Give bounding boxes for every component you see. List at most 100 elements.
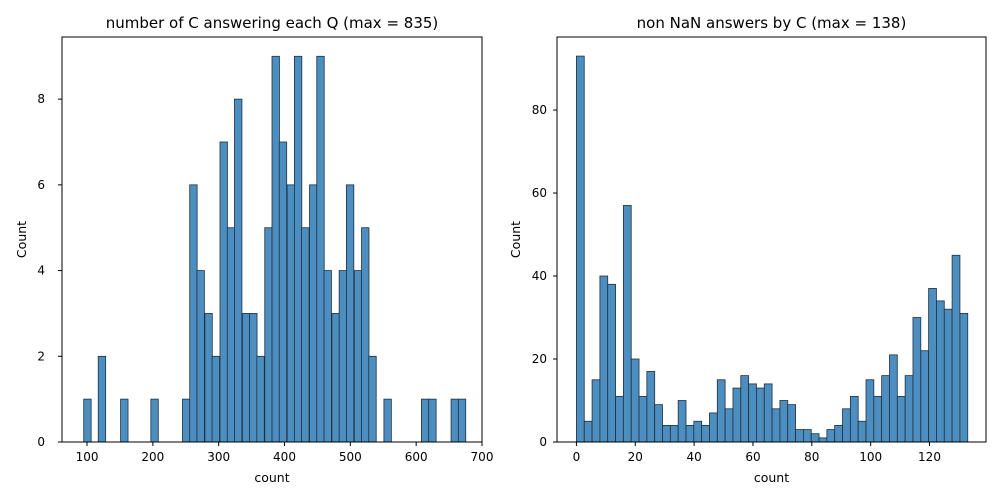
histogram-bar — [316, 55, 325, 443]
histogram-bar — [709, 412, 718, 443]
y-tick-label: 4 — [37, 264, 45, 278]
histogram-bar — [615, 395, 624, 443]
histogram-bar — [196, 270, 205, 443]
histogram-bar — [795, 429, 804, 443]
histogram-bar — [912, 317, 922, 443]
histogram-bar — [271, 55, 280, 443]
histogram-bar — [638, 395, 648, 443]
histogram-bar — [83, 398, 92, 443]
histogram-bar — [630, 358, 640, 443]
histogram-bar — [189, 184, 198, 443]
histogram-bar — [607, 283, 616, 443]
x-tick-label: 400 — [273, 450, 296, 464]
y-axis-label: Count — [508, 221, 523, 258]
histogram-bar — [421, 398, 430, 443]
histogram-bar — [591, 379, 601, 443]
histogram-bar — [951, 254, 961, 443]
x-tick-label: 100 — [859, 450, 882, 464]
histogram-bar — [293, 55, 303, 443]
histogram-bar — [97, 355, 107, 443]
histogram-bar — [834, 424, 843, 443]
y-tick-label: 6 — [37, 178, 45, 192]
x-tick-label: 80 — [804, 450, 819, 464]
histogram-bar — [779, 400, 789, 443]
y-axis-label: Count — [14, 221, 29, 258]
histogram-bar — [842, 408, 851, 443]
histogram-bar — [450, 398, 459, 443]
histogram-bar — [204, 313, 213, 443]
plot-frame — [556, 36, 987, 443]
histogram-bar — [622, 205, 632, 443]
x-tick-label: 600 — [405, 450, 428, 464]
histogram-bar — [693, 420, 703, 443]
y-tick-label: 0 — [37, 435, 45, 449]
histogram-bar — [361, 227, 370, 443]
histogram-bar — [763, 383, 773, 443]
histogram-bar — [943, 308, 953, 443]
histogram-bar — [701, 424, 710, 443]
histogram-bar — [936, 300, 945, 443]
histogram-bar — [182, 398, 191, 443]
histogram-bar — [211, 355, 220, 443]
histogram-bar — [457, 398, 467, 443]
histogram-bar — [896, 395, 906, 443]
left-chart: 100 200 300 400 500 600 700 0 2 4 6 8 number of C an… — [14, 14, 493, 485]
histogram-bar — [716, 379, 726, 443]
histogram-bar — [323, 270, 332, 443]
histogram-bar — [818, 437, 828, 443]
x-tick-label: 20 — [628, 450, 643, 464]
histogram-bar — [732, 387, 742, 443]
x-tick-label: 500 — [339, 450, 362, 464]
histogram-bar — [599, 275, 609, 443]
histogram-bar — [576, 55, 585, 443]
y-tick-label: 2 — [37, 349, 45, 363]
histogram-bar — [219, 141, 228, 443]
histogram-bar — [309, 184, 318, 443]
histogram-bar — [724, 408, 734, 443]
histogram-bar — [803, 429, 812, 443]
x-tick-label: 40 — [686, 450, 701, 464]
y-tick-label: 60 — [532, 186, 547, 200]
x-tick-label: 100 — [76, 450, 99, 464]
y-tick-label: 40 — [532, 269, 547, 283]
x-axis-label: count — [254, 470, 289, 485]
histogram-bar — [771, 408, 781, 443]
y-tick-label: 80 — [532, 103, 547, 117]
histogram-bar — [873, 395, 883, 443]
histogram-bar — [150, 398, 159, 443]
histogram-bar — [241, 313, 251, 443]
histogram-bar — [787, 404, 796, 443]
histogram-bar — [889, 354, 898, 443]
x-tick-label: 700 — [471, 450, 494, 464]
histogram-bar — [338, 270, 347, 443]
histogram-bar — [865, 379, 875, 443]
histogram-bar — [345, 184, 355, 443]
histogram-bar — [920, 350, 930, 443]
histogram-bar — [301, 227, 310, 443]
histogram-bar — [264, 227, 273, 443]
x-tick-label: 300 — [207, 450, 230, 464]
histogram-bar — [353, 270, 363, 443]
histogram-bar — [740, 375, 750, 443]
histogram-bar — [826, 429, 836, 443]
y-tick-label: 20 — [532, 352, 547, 366]
y-tick-label: 0 — [539, 435, 547, 449]
x-tick-label: 120 — [918, 450, 941, 464]
histogram-bar — [331, 313, 340, 443]
histogram-bar — [234, 98, 243, 443]
histogram-bar — [662, 424, 671, 443]
histogram-bar — [669, 424, 679, 443]
histogram-bar — [677, 400, 687, 443]
histogram-bar — [685, 424, 695, 443]
histogram-bar — [849, 395, 859, 443]
right-chart: 0 20 40 60 80 100 120 0 20 40 60 80 non NaN answers … — [508, 14, 987, 485]
histogram-bar — [226, 227, 236, 443]
histogram-bar — [383, 398, 392, 443]
histogram-bar — [120, 398, 129, 443]
y-tick-label: 8 — [37, 92, 45, 106]
histogram-bar — [368, 355, 377, 443]
histogram-bar — [748, 383, 757, 443]
x-axis-label: count — [754, 470, 789, 485]
histogram-bar — [278, 141, 288, 443]
